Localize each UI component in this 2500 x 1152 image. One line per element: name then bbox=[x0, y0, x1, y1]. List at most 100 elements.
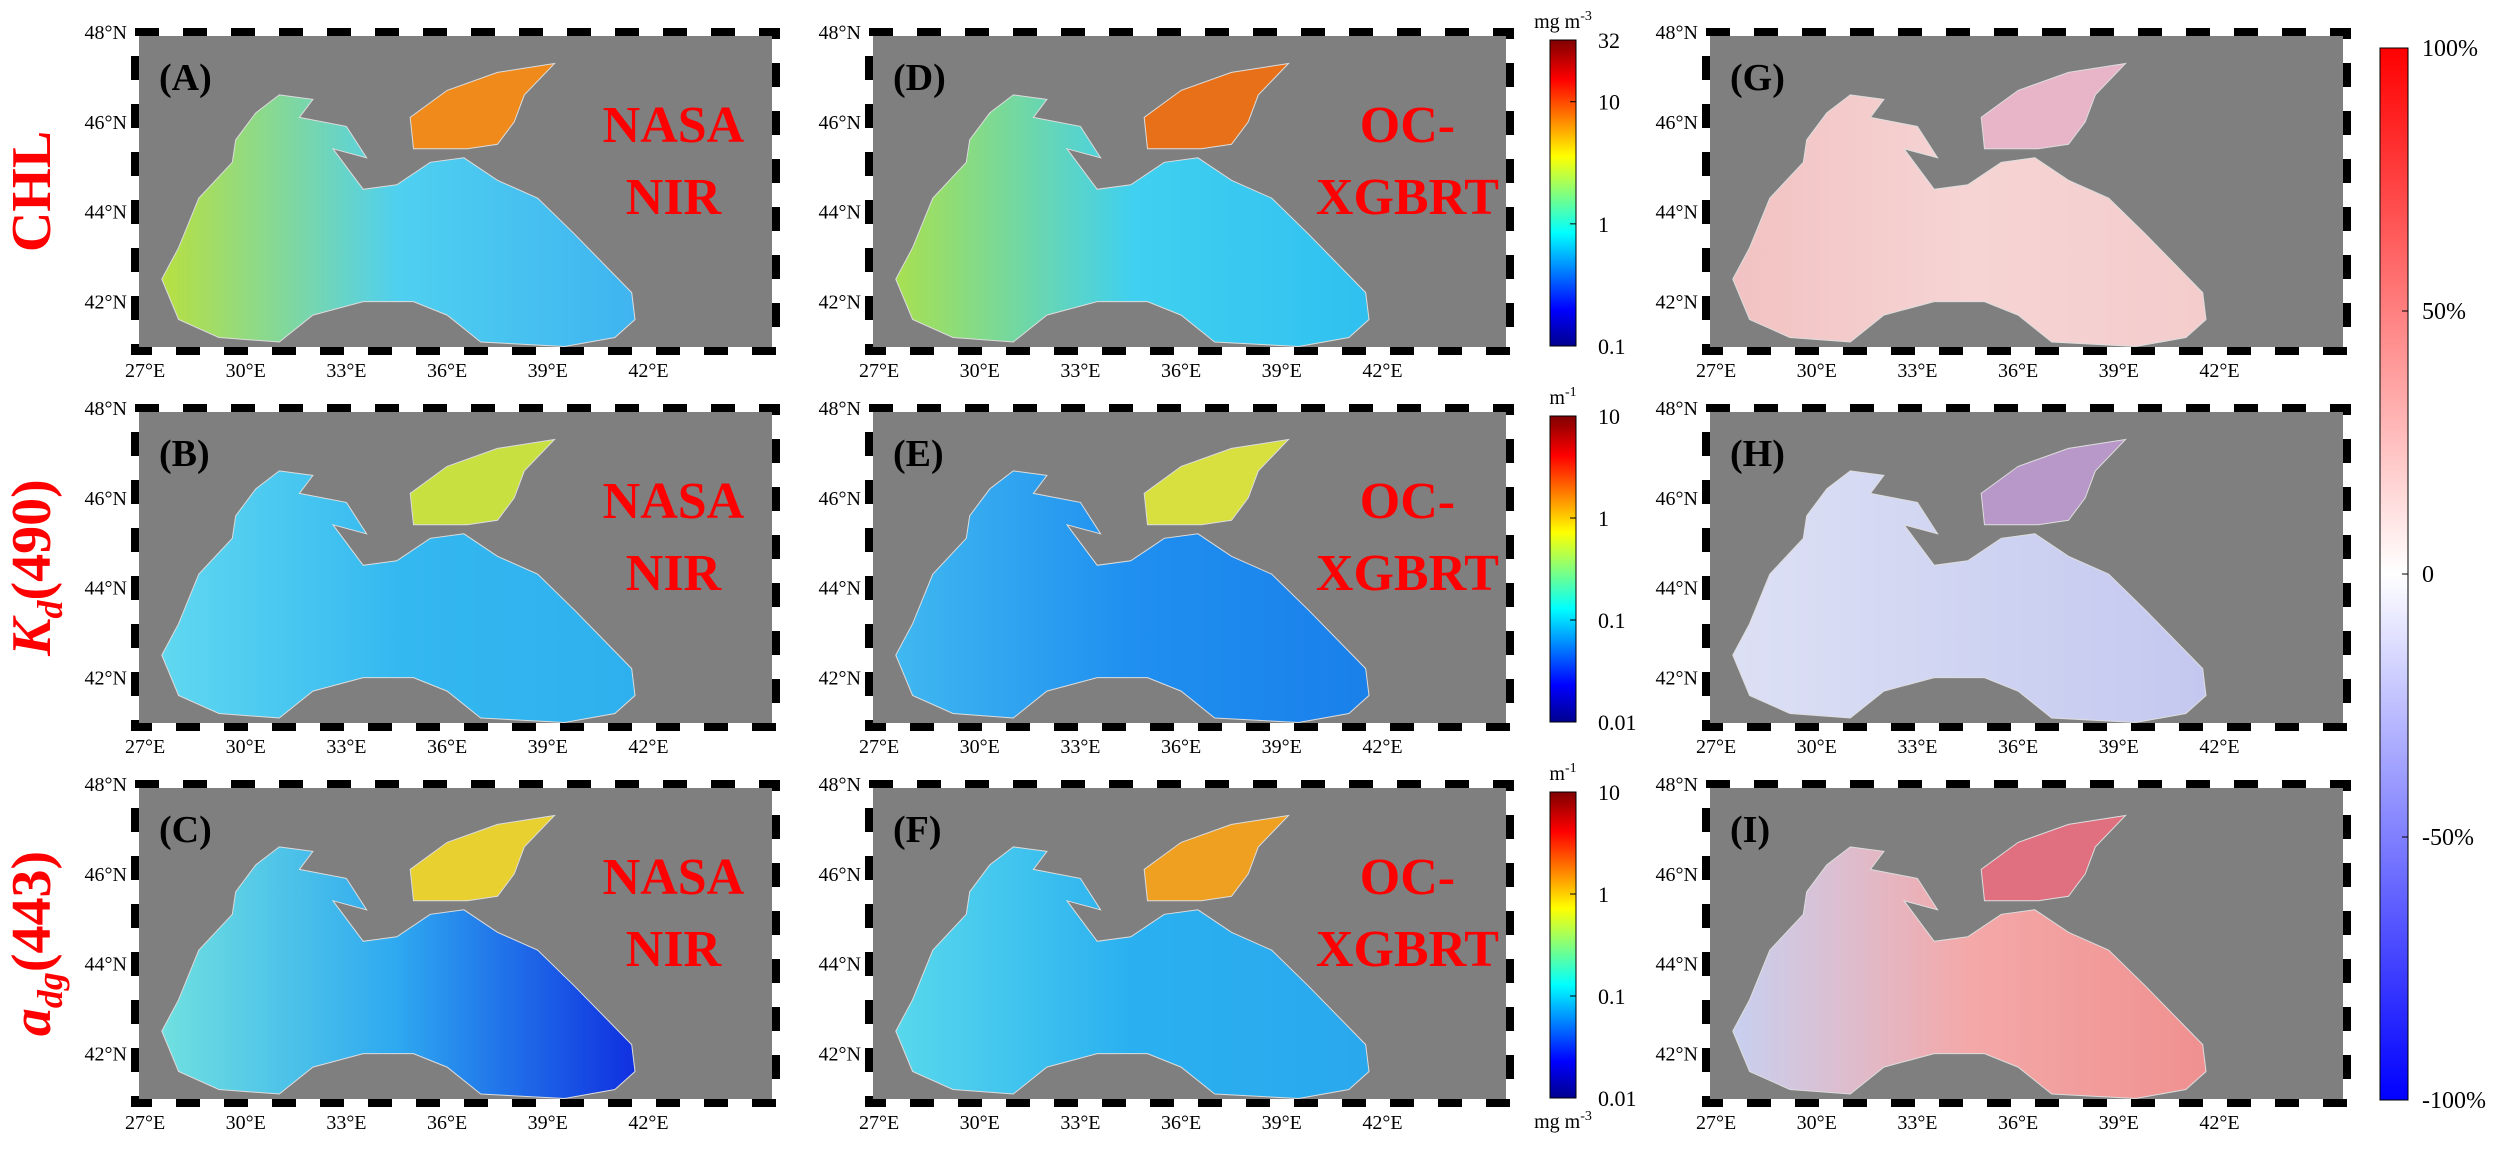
lon-tick-label: 42°E bbox=[1362, 736, 1402, 758]
unit-sup: -1 bbox=[1565, 761, 1577, 776]
panel-letter: (A) bbox=[159, 57, 212, 99]
lat-tick-label: 48°N bbox=[1656, 398, 1698, 420]
unit-base: mg m bbox=[1534, 1111, 1581, 1133]
colorbar-tick-label: 10 bbox=[1598, 780, 1620, 805]
sea bbox=[161, 94, 636, 348]
lon-tick-label: 27°E bbox=[1696, 736, 1736, 758]
lat-tick-label: 44°N bbox=[1656, 578, 1698, 600]
lat-tick-label: 42°N bbox=[819, 1044, 861, 1066]
sea bbox=[1732, 94, 2207, 348]
lat-tick-label: 42°N bbox=[85, 292, 127, 314]
lon-tick-label: 42°E bbox=[2199, 360, 2239, 382]
lon-tick-label: 33°E bbox=[1060, 360, 1100, 382]
lon-tick-label: 30°E bbox=[1797, 360, 1837, 382]
azov-sea bbox=[1980, 62, 2127, 150]
lon-tick-label: 30°E bbox=[1797, 736, 1837, 758]
colorbar-tick-label: 1 bbox=[1598, 506, 1609, 531]
diff-colorbar-tick-label: -100% bbox=[2422, 1088, 2486, 1114]
method-label: XGBRT bbox=[1316, 921, 1499, 978]
lat-tick-label: 48°N bbox=[819, 22, 861, 44]
lon-tick-label: 42°E bbox=[2199, 736, 2239, 758]
sea bbox=[1732, 470, 2207, 724]
lon-tick-label: 36°E bbox=[1161, 1112, 1201, 1134]
azov-sea bbox=[409, 62, 556, 150]
azov-sea bbox=[1143, 814, 1290, 902]
lat-tick-label: 46°N bbox=[1656, 488, 1698, 510]
lat-tick-label: 46°N bbox=[819, 112, 861, 134]
lon-tick-label: 27°E bbox=[859, 1112, 899, 1134]
lat-tick-label: 48°N bbox=[85, 22, 127, 44]
lon-tick-label: 42°E bbox=[2199, 1112, 2239, 1134]
panel-letter: (H) bbox=[1730, 433, 1785, 475]
lon-tick-label: 39°E bbox=[1262, 736, 1302, 758]
unit-base: m bbox=[1549, 763, 1565, 785]
lon-tick-label: 33°E bbox=[1897, 360, 1937, 382]
method-label: NASA bbox=[603, 473, 745, 530]
lon-tick-label: 36°E bbox=[1998, 1112, 2038, 1134]
lon-tick-label: 36°E bbox=[427, 360, 467, 382]
frame bbox=[1702, 780, 2351, 1107]
row-label-sub: dg bbox=[30, 972, 70, 1008]
colorbar-tick-label: 0.01 bbox=[1598, 1086, 1637, 1111]
method-label: NASA bbox=[603, 97, 745, 154]
lon-tick-label: 33°E bbox=[1897, 1112, 1937, 1134]
lon-tick-label: 27°E bbox=[1696, 360, 1736, 382]
lon-tick-label: 42°E bbox=[628, 1112, 668, 1134]
lon-tick-label: 30°E bbox=[226, 1112, 266, 1134]
frame bbox=[131, 780, 780, 1107]
frame bbox=[1702, 404, 2351, 731]
azov-sea bbox=[409, 438, 556, 526]
lat-tick-label: 46°N bbox=[85, 112, 127, 134]
frame bbox=[1702, 28, 2351, 355]
lon-tick-label: 30°E bbox=[960, 736, 1000, 758]
lat-tick-label: 48°N bbox=[1656, 774, 1698, 796]
colorbar-tick-label: 1 bbox=[1598, 882, 1609, 907]
lon-tick-label: 27°E bbox=[125, 736, 165, 758]
lat-tick-label: 46°N bbox=[1656, 864, 1698, 886]
frame bbox=[131, 28, 780, 355]
row-label-rest: (443) bbox=[1, 851, 63, 972]
lat-tick-label: 44°N bbox=[819, 202, 861, 224]
lon-tick-label: 33°E bbox=[1060, 736, 1100, 758]
azov-sea bbox=[1980, 438, 2127, 526]
lon-tick-label: 42°E bbox=[1362, 1112, 1402, 1134]
lon-tick-label: 39°E bbox=[528, 736, 568, 758]
lon-tick-label: 36°E bbox=[1998, 736, 2038, 758]
lat-tick-label: 44°N bbox=[85, 954, 127, 976]
colorbar-unit: mg m-3 bbox=[1534, 9, 1592, 33]
sea bbox=[895, 846, 1370, 1100]
lat-tick-label: 42°N bbox=[1656, 1044, 1698, 1066]
panel-letter: (E) bbox=[893, 433, 944, 475]
lon-tick-label: 36°E bbox=[1998, 360, 2038, 382]
lon-tick-label: 42°E bbox=[628, 736, 668, 758]
diff-colorbar-tick-label: 0 bbox=[2422, 562, 2434, 588]
lon-tick-label: 39°E bbox=[2099, 1112, 2139, 1134]
lon-tick-label: 36°E bbox=[1161, 360, 1201, 382]
diff-colorbar-tick-label: 100% bbox=[2422, 36, 2478, 62]
method-label: XGBRT bbox=[1316, 169, 1499, 226]
method-label: XGBRT bbox=[1316, 545, 1499, 602]
method-label: OC- bbox=[1360, 473, 1455, 530]
frame bbox=[865, 404, 1514, 731]
azov-sea bbox=[1980, 814, 2127, 902]
lat-tick-label: 42°N bbox=[1656, 292, 1698, 314]
colorbar-unit: m-1 bbox=[1549, 385, 1576, 409]
lat-tick-label: 44°N bbox=[1656, 954, 1698, 976]
frame bbox=[865, 780, 1514, 1107]
lon-tick-label: 39°E bbox=[2099, 360, 2139, 382]
lat-tick-label: 46°N bbox=[1656, 112, 1698, 134]
azov-sea bbox=[1143, 438, 1290, 526]
lon-tick-label: 27°E bbox=[125, 360, 165, 382]
azov-sea bbox=[1143, 62, 1290, 150]
lat-tick-label: 46°N bbox=[819, 864, 861, 886]
lon-tick-label: 42°E bbox=[1362, 360, 1402, 382]
lon-tick-label: 33°E bbox=[326, 360, 366, 382]
row-label-main: K bbox=[1, 615, 63, 657]
colorbar-tick-label: 32 bbox=[1598, 28, 1620, 53]
colorbar-unit: m-1 bbox=[1549, 761, 1576, 785]
unit-sup: -1 bbox=[1565, 385, 1577, 400]
azov-sea bbox=[409, 814, 556, 902]
lon-tick-label: 30°E bbox=[1797, 1112, 1837, 1134]
lon-tick-label: 27°E bbox=[859, 360, 899, 382]
